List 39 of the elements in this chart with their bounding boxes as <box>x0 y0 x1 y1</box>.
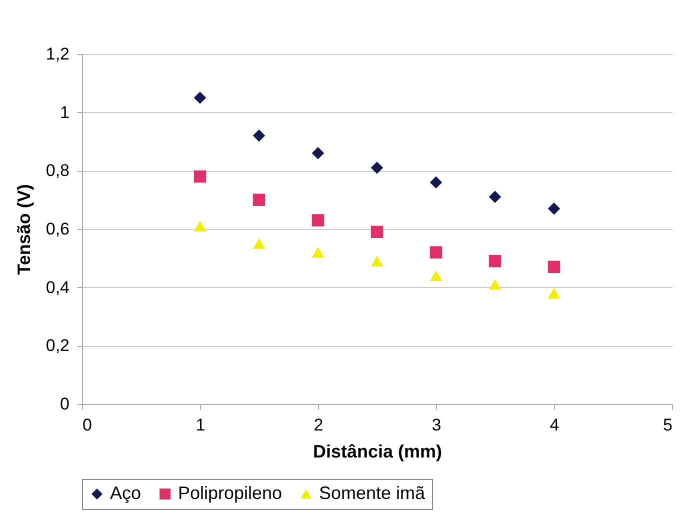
x-tick-label: 4 <box>550 416 560 434</box>
point <box>430 270 442 281</box>
point <box>194 92 206 104</box>
point <box>194 220 206 232</box>
y-tick-label: 0,8 <box>46 161 70 180</box>
legend-label: Somente imã <box>319 483 426 503</box>
point <box>252 130 266 142</box>
point <box>312 247 324 258</box>
point <box>312 214 324 226</box>
point <box>430 176 442 188</box>
x-tick-label: 1 <box>196 416 206 434</box>
y-tick-label: 1,2 <box>46 44 70 64</box>
point <box>370 226 384 238</box>
x-tick-label: 0 <box>82 416 92 434</box>
point <box>430 246 442 258</box>
x-axis-title: Distância (mm) <box>312 442 442 462</box>
point <box>548 202 560 215</box>
y-tick-label: 0,6 <box>46 220 70 238</box>
point <box>370 256 384 266</box>
y-tick-label: 1 <box>60 102 70 122</box>
y-tick-label: 0 <box>60 394 70 414</box>
point <box>488 190 502 204</box>
legend-label: Aço <box>110 483 142 503</box>
x-tick-label: 5 <box>663 416 672 434</box>
point <box>548 288 560 298</box>
point <box>488 279 502 290</box>
point <box>252 238 266 249</box>
point <box>194 170 206 183</box>
point <box>252 194 266 206</box>
point <box>488 254 502 268</box>
legend-label: Polipropileno <box>178 483 282 503</box>
point <box>548 260 560 274</box>
point <box>370 162 384 174</box>
y-tick-label: 0,4 <box>46 278 70 297</box>
y-axis-title: Tensão (V) <box>14 184 34 275</box>
y-tick-label: 0,2 <box>46 336 70 356</box>
point <box>312 147 324 160</box>
x-tick-label: 3 <box>432 416 442 434</box>
x-tick-label: 2 <box>314 416 324 434</box>
